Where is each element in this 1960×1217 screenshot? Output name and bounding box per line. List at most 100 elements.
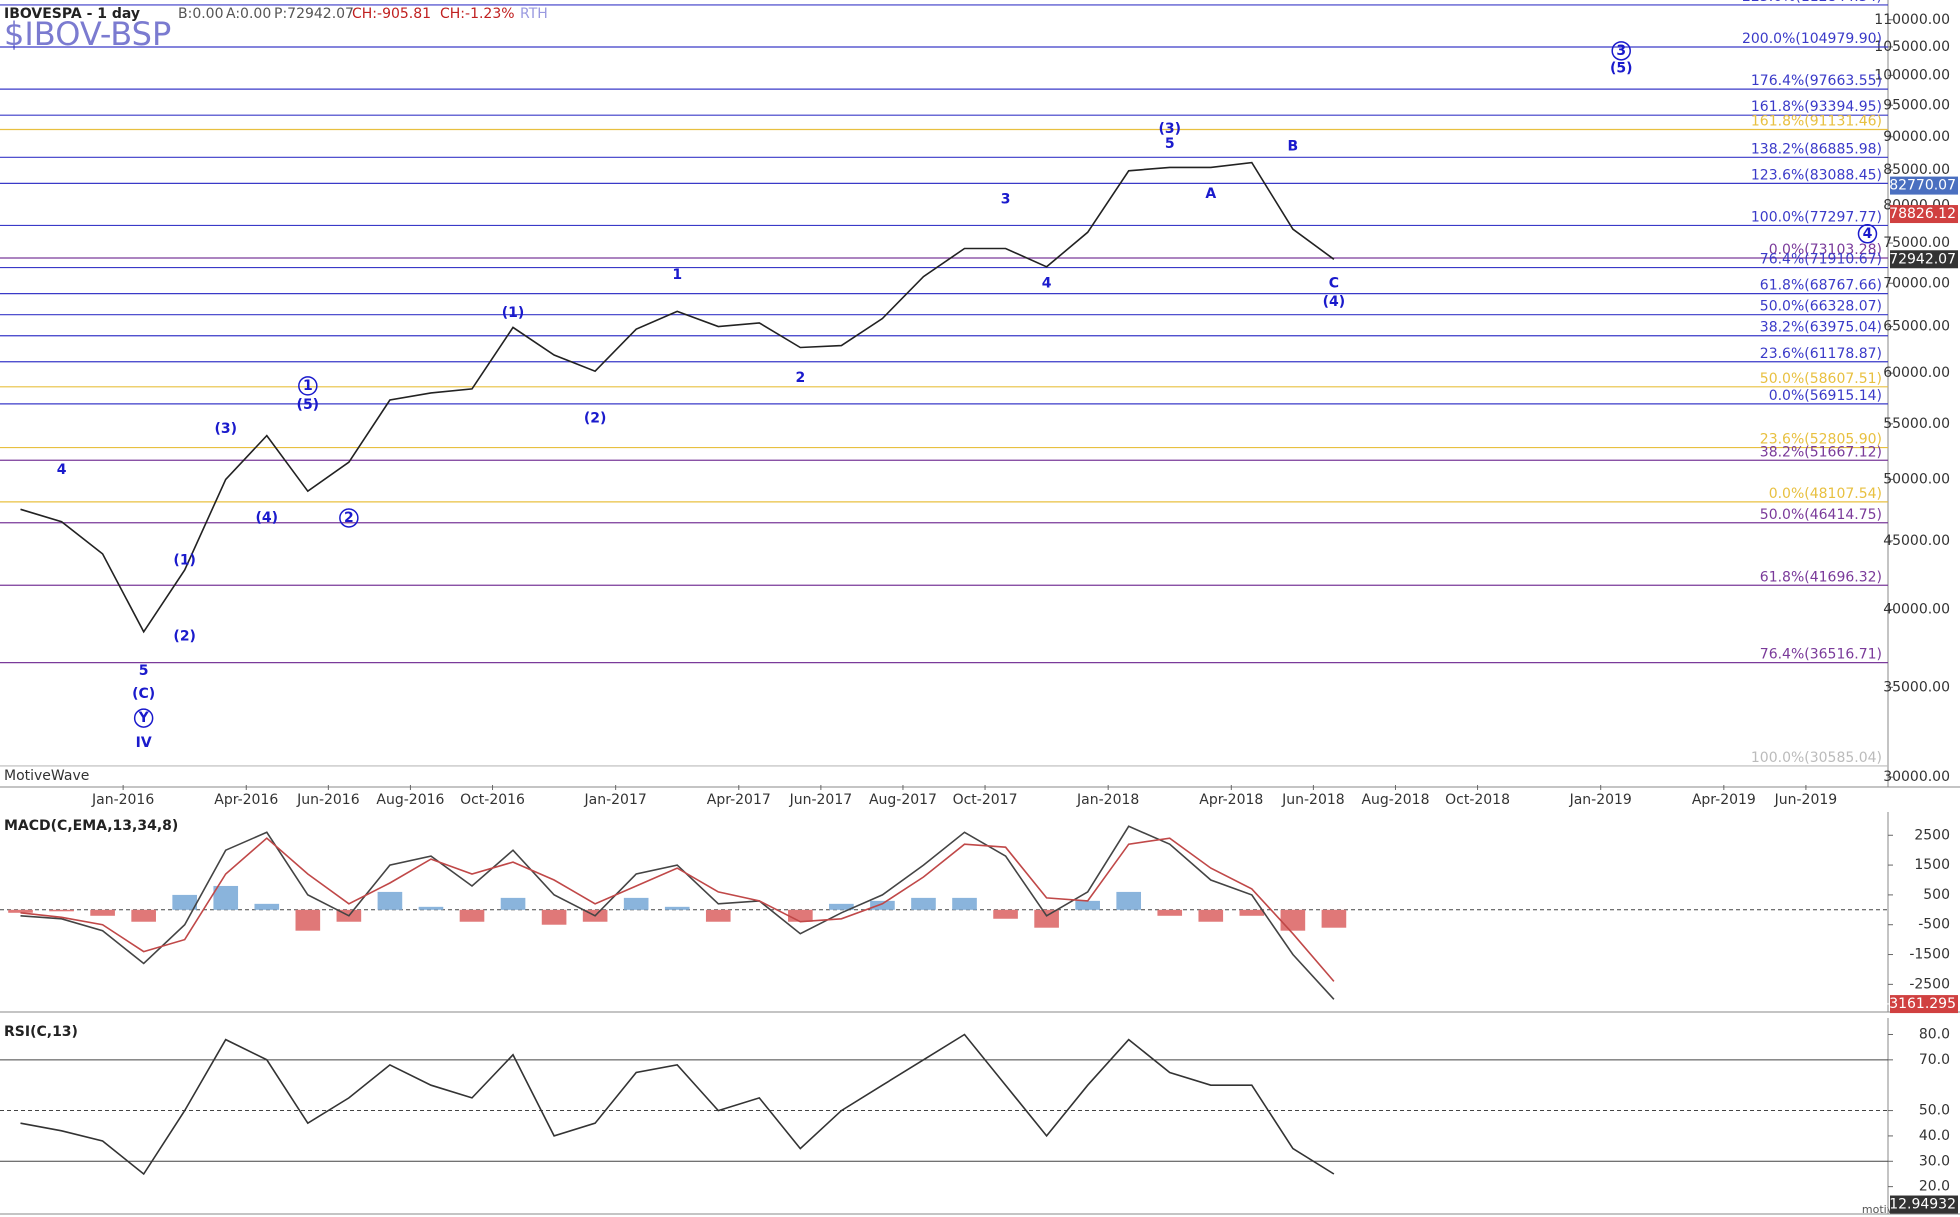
fib-label: 38.2%(51667.12) (1760, 444, 1882, 460)
wave-label: 4 (57, 462, 67, 478)
y-tick-label: 40.0 (1919, 1128, 1950, 1144)
wave-label: 4 (1863, 226, 1873, 242)
histogram-bar (459, 909, 485, 922)
wave-label: 1 (303, 378, 313, 394)
fib-label: 223.6%(112844.34) (1742, 0, 1882, 5)
x-tick-label: Apr-2017 (707, 792, 771, 808)
wave-circle (339, 508, 359, 528)
y-tick-label: 110000.00 (1874, 12, 1950, 28)
fib-label: 61.8%(68767.66) (1760, 278, 1882, 294)
y-tick-label: 85000.00 (1883, 162, 1950, 178)
price-tag (1890, 176, 1958, 195)
price-tag-label: 72942.07 (1889, 251, 1956, 267)
x-tick-label: Jan-2018 (1076, 792, 1139, 808)
fib-label: 38.2%(63975.04) (1760, 320, 1882, 336)
price-tag-label: 82770.07 (1889, 178, 1956, 194)
fib-label: 161.8%(93394.95) (1751, 99, 1882, 115)
histogram-bar (8, 909, 33, 913)
wave-label: 3 (1616, 43, 1626, 59)
histogram-bar (172, 894, 198, 910)
wave-label: A (1205, 186, 1216, 202)
histogram-bar (705, 909, 731, 922)
y-tick-label: 20.0 (1919, 1179, 1950, 1195)
fib-label: 138.2%(86885.98) (1751, 141, 1882, 157)
histogram-bar (1198, 909, 1224, 922)
x-tick-label: Jan-2016 (91, 792, 154, 808)
histogram-bar (664, 906, 690, 910)
fib-label: 50.0%(66328.07) (1760, 299, 1882, 315)
series-line (20, 161, 1335, 634)
x-tick-label: Oct-2016 (460, 792, 525, 808)
fib-label: 50.0%(58607.51) (1760, 371, 1882, 387)
y-tick-label: 1500 (1914, 857, 1950, 873)
wave-label: (5) (1610, 60, 1633, 76)
fib-label: 176.4%(97663.55) (1751, 73, 1882, 89)
wave-label: 2 (344, 510, 354, 526)
histogram-bar (952, 897, 977, 910)
ask: A:0.00 (226, 6, 271, 22)
y-tick-label: 60000.00 (1883, 365, 1950, 381)
wave-label: 2 (795, 370, 805, 386)
histogram-bar (829, 903, 854, 910)
wave-circle (1611, 41, 1631, 61)
price-tag (1890, 995, 1958, 1014)
price-tag (1890, 250, 1958, 269)
fib-label: 0.0%(48107.54) (1769, 486, 1882, 502)
fib-label: 50.0%(46414.75) (1760, 507, 1882, 523)
fib-label: 100.0%(30585.04) (1751, 750, 1882, 766)
change-pct: CH:-1.23% (440, 6, 515, 22)
fib-label: 23.6%(52805.90) (1760, 432, 1882, 448)
y-tick-label: 90000.00 (1883, 129, 1950, 145)
y-tick-label: -500 (1918, 917, 1950, 933)
y-tick-label: 50.0 (1919, 1103, 1950, 1119)
x-tick-label: Oct-2018 (1445, 792, 1510, 808)
x-tick-label: Jan-2017 (584, 792, 647, 808)
histogram-bar (1280, 909, 1306, 931)
x-tick-label: Jun-2016 (296, 792, 360, 808)
wave-label: (5) (297, 397, 320, 413)
series-line (20, 837, 1335, 982)
x-tick-label: Jun-2019 (1774, 792, 1838, 808)
wave-label: IV (136, 735, 152, 751)
y-tick-label: -1500 (1909, 947, 1950, 963)
fib-label: 0.0%(73103.28) (1769, 242, 1882, 258)
wave-label: (1) (173, 553, 196, 569)
wave-label: (2) (173, 628, 196, 644)
histogram-bar (49, 909, 74, 912)
histogram-bar (295, 909, 321, 931)
y-tick-label: 70000.00 (1883, 275, 1950, 291)
change: CH:-905.81 (352, 6, 431, 22)
x-tick-label: Aug-2017 (869, 792, 937, 808)
brand: MotiveWave (4, 768, 89, 784)
y-tick-label: 100000.00 (1874, 67, 1950, 83)
y-tick-label: 80.0 (1919, 1026, 1950, 1042)
histogram-bar (911, 897, 936, 910)
wave-label: (C) (132, 686, 155, 702)
wave-label: Y (138, 710, 150, 726)
bid: B:0.00 (178, 6, 224, 22)
y-tick-label: 75000.00 (1883, 235, 1950, 251)
histogram-bar (541, 909, 567, 925)
price-tag (1890, 205, 1958, 224)
wave-label: (3) (214, 421, 237, 437)
y-tick-label: 70.0 (1919, 1052, 1950, 1068)
series-line (20, 825, 1335, 1000)
wave-label: B (1288, 139, 1299, 155)
y-tick-label: 30.0 (1919, 1153, 1950, 1169)
histogram-bar (254, 903, 280, 910)
wave-label: 1 (672, 267, 682, 283)
histogram-bar (623, 897, 649, 910)
fib-label: 76.4%(71910.67) (1760, 252, 1882, 268)
fib-label: 76.4%(36516.71) (1760, 647, 1882, 663)
session: RTH (520, 6, 548, 22)
price-tag-label: -3161.295 (1884, 996, 1956, 1012)
price-tag-label: 12.94932 (1889, 1197, 1956, 1213)
y-tick-label: 2500 (1914, 827, 1950, 843)
wave-label: (2) (584, 411, 607, 427)
x-tick-label: Jun-2017 (789, 792, 853, 808)
wave-circle (133, 708, 154, 728)
symbol: IBOVESPA - 1 day (4, 6, 140, 22)
x-tick-label: Aug-2016 (376, 792, 444, 808)
